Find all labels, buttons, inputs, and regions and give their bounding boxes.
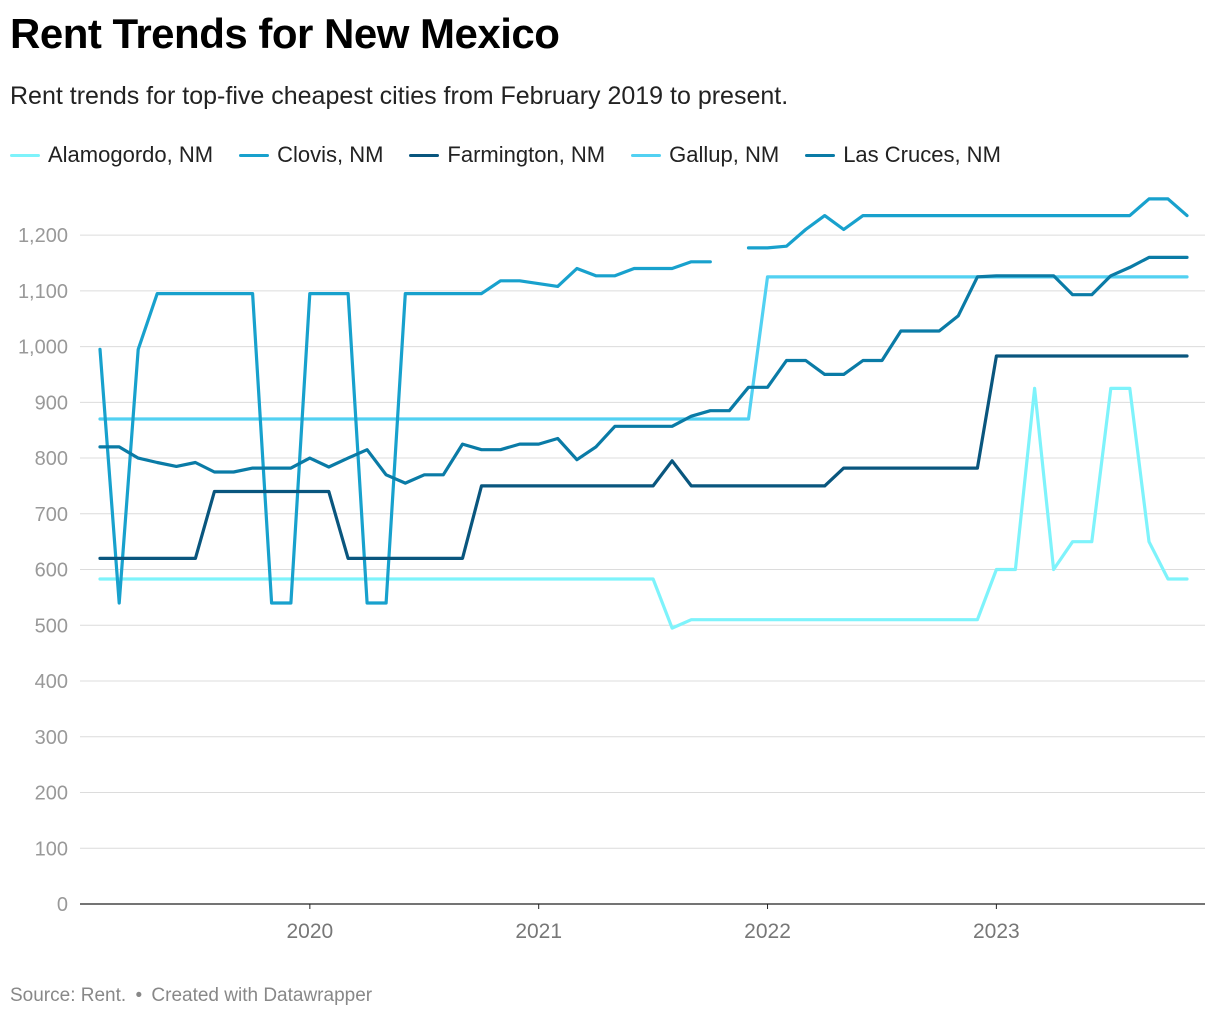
y-tick-label: 200: [35, 783, 68, 805]
series-line-gallup: [98, 275, 1189, 421]
legend-swatch-gallup: [631, 153, 662, 157]
legend-swatch-las-cruces: [805, 153, 836, 157]
legend-item-alamogordo: Alamogordo, NM: [10, 142, 213, 168]
chart-title: Rent Trends for New Mexico: [10, 10, 560, 57]
legend-label-las-cruces: Las Cruces, NM: [843, 142, 1001, 167]
y-tick-label: 800: [35, 448, 68, 470]
y-tick-label: 0: [57, 894, 68, 916]
legend-item-gallup: Gallup, NM: [631, 142, 779, 168]
legend-label-clovis: Clovis, NM: [277, 142, 384, 167]
series-line-clovis: [98, 260, 712, 605]
y-tick-label: 700: [35, 504, 68, 526]
legend-label-farmington: Farmington, NM: [447, 142, 606, 167]
y-tick-label: 900: [35, 392, 68, 414]
legend-swatch-farmington: [409, 153, 440, 157]
line-chart: 0 100 200 300 400 500 600 700 800 900 1,000 1,100 1,…: [18, 197, 1205, 943]
chart-legend: Alamogordo, NM Clovis, NM Farmington, NM…: [10, 142, 1027, 168]
y-tick-label: 300: [35, 727, 68, 749]
series-line-las-cruces: [98, 255, 1189, 485]
x-tick-label: 2021: [515, 920, 562, 943]
chart-subtitle: Rent trends for top-five cheapest cities…: [10, 82, 789, 110]
series-line-farmington: [98, 354, 1189, 560]
legend-label-gallup: Gallup, NM: [669, 142, 780, 167]
series-line-alamogordo: [98, 386, 1189, 630]
legend-label-alamogordo: Alamogordo, NM: [48, 142, 214, 167]
y-tick-label: 1,100: [18, 281, 68, 303]
y-tick-label: 400: [35, 671, 68, 693]
legend-swatch-clovis: [239, 153, 270, 157]
legend-swatch-alamogordo: [10, 153, 40, 157]
y-tick-label: 1,000: [18, 337, 68, 359]
y-tick-label: 100: [35, 838, 68, 860]
footer-source: Source: Rent.: [10, 985, 127, 1006]
x-tick-label: 2020: [286, 920, 333, 943]
y-tick-label: 1,200: [18, 225, 68, 247]
series-line-clovis: [746, 197, 1189, 250]
y-tick-label: 600: [35, 560, 68, 582]
footer-separator: •: [135, 985, 143, 1006]
y-tick-label: 500: [35, 615, 68, 637]
footer-created: Created with Datawrapper: [151, 985, 373, 1006]
legend-item-farmington: Farmington, NM: [409, 142, 605, 168]
legend-item-las-cruces: Las Cruces, NM: [805, 142, 1001, 168]
legend-item-clovis: Clovis, NM: [239, 142, 383, 168]
x-tick-label: 2023: [973, 920, 1020, 943]
x-tick-label: 2022: [744, 920, 791, 943]
chart-footer: Source: Rent. • Created with Datawrapper: [10, 985, 372, 1007]
